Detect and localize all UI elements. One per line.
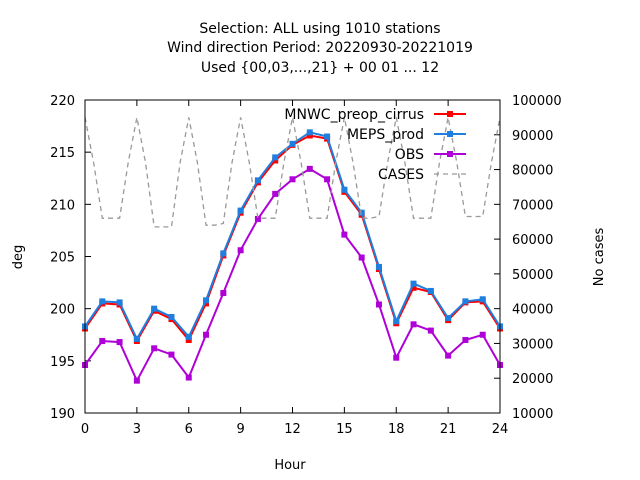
data-point-meps-prod (168, 314, 175, 321)
data-point-meps-prod (410, 280, 417, 287)
data-point-meps-prod (375, 263, 382, 270)
y2-tick-label: 10000 (512, 407, 553, 422)
data-point-obs (272, 190, 279, 197)
x-tick-label: 21 (440, 422, 457, 437)
axis-ticks: 0 3 6 9 12 15 18 21 24 190 195 200 205 210 215 220 10000… (50, 94, 561, 437)
data-point-obs (203, 331, 210, 338)
x-axis-label: Hour (274, 458, 306, 473)
data-point-obs (462, 336, 469, 343)
x-tick-label: 12 (284, 422, 301, 437)
y2-tick-label: 90000 (512, 129, 553, 144)
data-point-obs (289, 176, 296, 183)
y2-tick-label: 20000 (512, 372, 553, 387)
data-point-meps-prod (445, 315, 452, 322)
data-point-obs (220, 290, 227, 297)
y2-axis-label: No cases (592, 228, 607, 287)
y-tick-label: 220 (50, 94, 75, 109)
data-point-meps-prod (306, 129, 313, 136)
y2-tick-label: 40000 (512, 303, 553, 318)
y-axis-label: deg (11, 245, 26, 270)
data-point-meps-prod (203, 297, 210, 304)
y-tick-label: 200 (50, 303, 75, 318)
y2-tick-label: 100000 (512, 94, 562, 109)
y-tick-label: 215 (50, 146, 75, 161)
data-point-meps-prod (133, 335, 140, 342)
y-tick-label: 210 (50, 198, 75, 213)
legend: MNWC_preop_cirrus MEPS_prod OBS CASES (284, 107, 466, 183)
y2-tick-label: 50000 (512, 268, 553, 283)
y-tick-label: 205 (50, 251, 75, 266)
data-point-meps-prod (462, 298, 469, 305)
data-point-obs (375, 301, 382, 308)
data-point-mnwc-preop-cirrus (185, 336, 192, 343)
data-point-obs (393, 354, 400, 361)
legend-marker-obs (447, 151, 453, 157)
data-point-obs (427, 327, 434, 334)
x-tick-label: 24 (492, 422, 509, 437)
series-line-cases (84, 117, 501, 228)
data-point-obs (99, 338, 106, 345)
data-point-meps-prod (185, 333, 192, 340)
data-point-meps-prod (289, 140, 296, 147)
series-line-obs (84, 167, 501, 383)
series-group (82, 117, 503, 384)
series-line-mnwc-preop-cirrus (84, 134, 501, 344)
data-point-meps-prod (393, 318, 400, 325)
data-point-obs (306, 165, 313, 172)
data-point-obs (358, 254, 365, 261)
y2-tick-label: 80000 (512, 164, 553, 179)
legend-label-meps-prod: MEPS_prod (347, 127, 424, 143)
chart-title-line-1: Selection: ALL using 1010 stations (199, 21, 441, 37)
legend-marker-meps-prod (447, 131, 453, 137)
data-point-meps-prod (254, 177, 261, 184)
data-point-meps-prod (479, 296, 486, 303)
data-point-obs (133, 377, 140, 384)
x-tick-label: 15 (336, 422, 353, 437)
data-point-mnwc-preop-cirrus (306, 132, 313, 139)
x-tick-label: 6 (185, 422, 193, 437)
data-point-obs (168, 351, 175, 358)
data-point-meps-prod (358, 209, 365, 216)
data-point-meps-prod (341, 186, 348, 193)
data-point-meps-prod (99, 298, 106, 305)
x-tick-label: 18 (388, 422, 405, 437)
y-tick-label: 190 (50, 407, 75, 422)
chart-title-line-2: Wind direction Period: 20220930-20221019 (167, 40, 473, 56)
legend-label-obs: OBS (395, 147, 424, 163)
data-point-meps-prod (151, 305, 158, 312)
x-tick-label: 9 (236, 422, 244, 437)
data-point-meps-prod (427, 287, 434, 294)
legend-label-cases: CASES (378, 167, 424, 183)
data-point-mnwc-preop-cirrus (272, 157, 279, 164)
data-point-meps-prod (237, 207, 244, 214)
data-point-obs (410, 321, 417, 328)
x-tick-label: 3 (133, 422, 141, 437)
y-tick-label: 195 (50, 355, 75, 370)
data-point-obs (479, 331, 486, 338)
data-point-obs (254, 215, 261, 222)
y2-tick-label: 70000 (512, 198, 553, 213)
y2-tick-label: 60000 (512, 233, 553, 248)
data-point-obs (341, 231, 348, 238)
x-tick-label: 0 (81, 422, 89, 437)
data-point-meps-prod (116, 299, 123, 306)
data-point-obs (324, 176, 331, 183)
data-point-obs (151, 345, 158, 352)
data-point-obs (445, 352, 452, 359)
y2-tick-label: 30000 (512, 337, 553, 352)
plot-frame (84, 99, 501, 414)
legend-marker-mnwc-preop-cirrus (447, 111, 453, 117)
chart-title-line-3: Used {00,03,...,21} + 00 01 ... 12 (200, 60, 440, 76)
data-point-meps-prod (324, 133, 331, 140)
data-point-meps-prod (272, 154, 279, 161)
data-point-obs (116, 339, 123, 346)
data-point-obs (237, 247, 244, 254)
data-point-mnwc-preop-cirrus (203, 300, 210, 307)
series-line-meps-prod (84, 131, 501, 342)
legend-label-mnwc-preop-cirrus: MNWC_preop_cirrus (284, 107, 424, 123)
data-point-mnwc-preop-cirrus (410, 284, 417, 291)
data-point-obs (185, 374, 192, 381)
data-point-meps-prod (220, 250, 227, 257)
